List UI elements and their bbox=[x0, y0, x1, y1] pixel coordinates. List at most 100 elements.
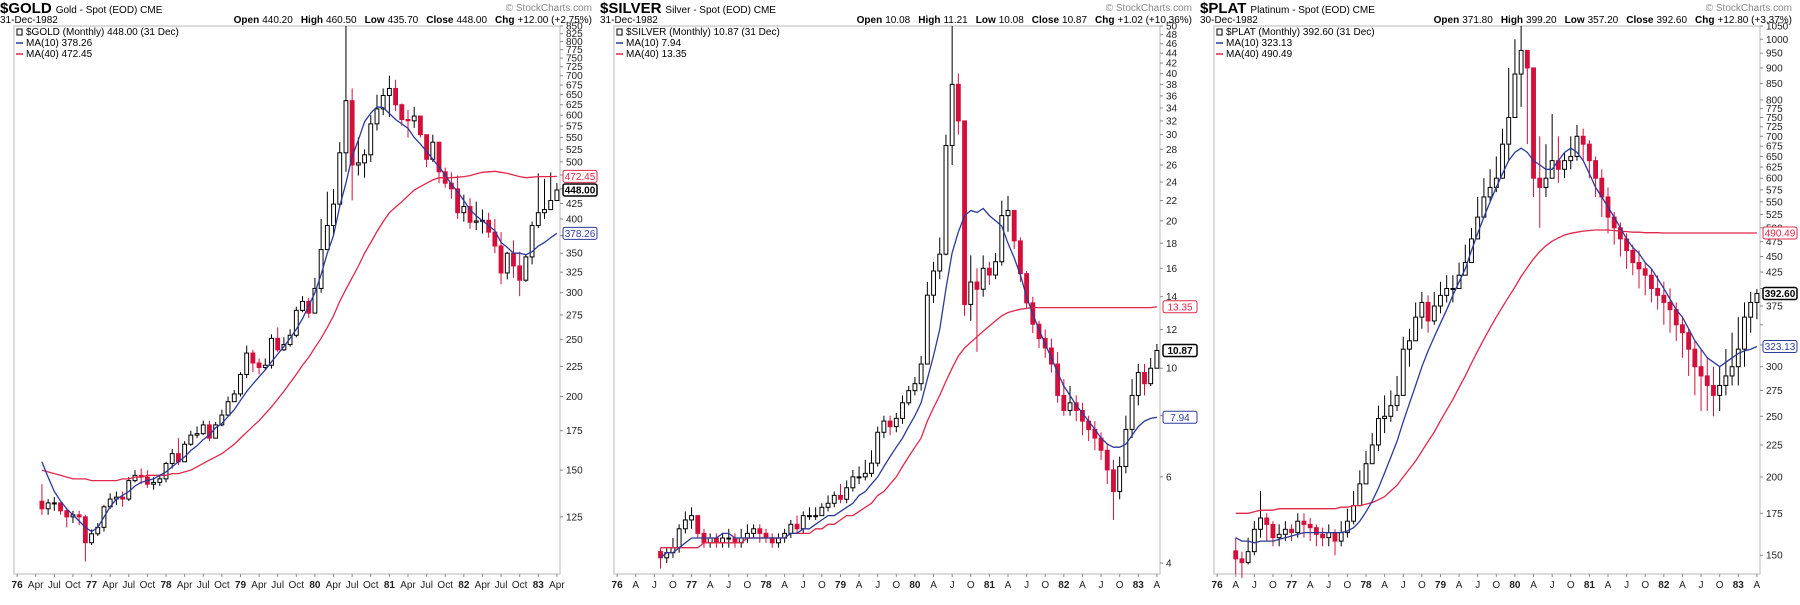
candle-body bbox=[1630, 249, 1636, 264]
candle-body bbox=[207, 424, 212, 439]
y-tick-label: 600 bbox=[1766, 174, 1783, 185]
ohlc-row: Open 440.20 High 460.50 Low 435.70 Close 448.00… bbox=[234, 15, 592, 26]
candle-body bbox=[120, 496, 126, 500]
x-tick-label: 79 bbox=[1435, 580, 1447, 591]
y-tick-label: 6 bbox=[1166, 472, 1172, 483]
candle-body bbox=[1407, 340, 1412, 350]
candle-body bbox=[751, 528, 757, 534]
x-tick-label: J bbox=[1326, 580, 1331, 591]
legend-entry: MA(10) 378.26 bbox=[26, 38, 93, 49]
price-tag-label: 7.94 bbox=[1170, 413, 1190, 424]
ohlc-row: Open 371.80 High 399.20 Low 357.20 Close 392.60… bbox=[1434, 15, 1792, 26]
y-tick-label: 450 bbox=[1766, 252, 1783, 263]
candle-body bbox=[695, 515, 701, 534]
platinum-chart-panel: $PLAT Platinum - Spot (EOD) CME © StockCha… bbox=[1200, 0, 1800, 600]
x-tick-label: J bbox=[1699, 580, 1704, 591]
candle-body bbox=[51, 502, 57, 505]
x-tick-label: A bbox=[930, 580, 937, 591]
y-tick-label: 625 bbox=[1766, 163, 1783, 174]
ohlc-label: High bbox=[1501, 15, 1523, 26]
candle-body bbox=[1258, 517, 1263, 530]
candle-body bbox=[542, 209, 547, 214]
candle-body bbox=[1438, 294, 1443, 307]
candle-body bbox=[399, 104, 405, 120]
price-tag-ma40: 490.49 bbox=[1762, 226, 1798, 240]
candle-body bbox=[968, 281, 974, 305]
candle-body bbox=[324, 224, 330, 251]
y-tick-label: 175 bbox=[566, 426, 583, 437]
y-tick-label: 850 bbox=[1766, 79, 1783, 90]
price-tag-label: 448.00 bbox=[565, 185, 596, 196]
instrument-name: Gold - Spot (EOD) CME bbox=[56, 5, 163, 16]
candle-body bbox=[511, 252, 516, 267]
y-tick-label: 28 bbox=[1166, 145, 1178, 156]
candle-body bbox=[1251, 528, 1257, 553]
candle-body bbox=[76, 514, 82, 518]
candle-body bbox=[900, 402, 905, 419]
ohlc-value: 357.20 bbox=[1588, 15, 1619, 26]
x-tick-label: J bbox=[875, 580, 880, 591]
candle-body bbox=[1117, 465, 1123, 493]
price-tag-box bbox=[1762, 286, 1798, 301]
candle-body bbox=[349, 100, 355, 166]
x-tick-label: Jul bbox=[346, 580, 359, 591]
x-tick-label: 82 bbox=[1658, 580, 1670, 591]
candle-body bbox=[856, 476, 862, 479]
x-tick-label: J bbox=[1024, 580, 1029, 591]
candle-body bbox=[1382, 415, 1388, 419]
price-tag-ma10: 7.94 bbox=[1162, 410, 1198, 424]
candle-body bbox=[1642, 268, 1648, 276]
x-tick-label: A bbox=[1307, 580, 1314, 591]
x-tick-label: Apr bbox=[28, 580, 44, 591]
x-tick-label: J bbox=[950, 580, 955, 591]
y-tick-label: 32 bbox=[1166, 116, 1178, 127]
y-tick-label: 400 bbox=[566, 215, 583, 226]
x-tick-label: Apr bbox=[475, 580, 491, 591]
candle-body bbox=[39, 500, 45, 510]
ohlc-label: Open bbox=[857, 15, 883, 26]
price-tag-price: 448.00 bbox=[562, 183, 598, 197]
candle-body bbox=[682, 519, 688, 530]
x-tick-label: O bbox=[1344, 580, 1352, 591]
candle-body bbox=[554, 189, 560, 201]
ma40-line bbox=[660, 306, 1157, 549]
candle-body bbox=[1512, 73, 1518, 119]
y-tick-label: 36 bbox=[1166, 91, 1178, 102]
platinum-chart-svg: $PLAT Platinum - Spot (EOD) CME © StockCha… bbox=[1200, 0, 1798, 591]
x-tick-label: A bbox=[1232, 580, 1239, 591]
price-tag-box bbox=[1762, 340, 1798, 354]
candle-body bbox=[949, 83, 955, 147]
candle-body bbox=[1369, 444, 1375, 465]
x-tick-label: 77 bbox=[86, 580, 98, 591]
candle-body bbox=[1698, 366, 1704, 377]
candle-body bbox=[707, 537, 713, 544]
candle-body bbox=[757, 528, 763, 534]
ohlc-value: 440.20 bbox=[262, 15, 293, 26]
candle-body bbox=[1326, 532, 1332, 539]
candle-body bbox=[1593, 160, 1599, 179]
ohlc-label: Close bbox=[1626, 15, 1654, 26]
candle-body bbox=[1338, 532, 1344, 542]
x-tick-label: Oct bbox=[437, 580, 453, 591]
y-tick-label: 22 bbox=[1166, 196, 1178, 207]
candle-body bbox=[993, 261, 999, 276]
candle-body bbox=[548, 199, 554, 211]
candle-body bbox=[1425, 301, 1431, 322]
candle-body bbox=[1400, 348, 1406, 396]
y-tick-label: 750 bbox=[566, 54, 583, 65]
candle-body bbox=[1351, 505, 1357, 522]
candle-body bbox=[1282, 528, 1288, 535]
x-tick-label: 76 bbox=[1212, 580, 1224, 591]
candle-body bbox=[504, 252, 510, 274]
y-tick-label: 700 bbox=[566, 71, 583, 82]
y-tick-label: 575 bbox=[1766, 185, 1783, 196]
candle-body bbox=[1148, 367, 1154, 385]
candle-body bbox=[831, 494, 837, 504]
legend-candle-icon bbox=[1216, 28, 1223, 36]
y-tick-label: 42 bbox=[1166, 59, 1178, 70]
y-tick-label: 500 bbox=[566, 157, 583, 168]
price-tag-label: 472.45 bbox=[565, 172, 596, 183]
candle-body bbox=[1048, 347, 1054, 365]
x-tick-label: J bbox=[1475, 580, 1480, 591]
ohlc-label: Close bbox=[1032, 15, 1060, 26]
